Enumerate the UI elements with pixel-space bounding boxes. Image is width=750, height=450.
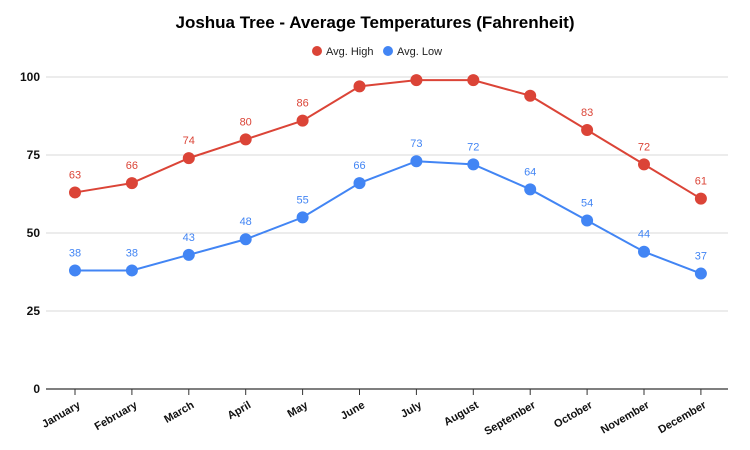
data-label-avg-low-july: 73 xyxy=(410,138,422,150)
data-label-avg-high-november: 72 xyxy=(638,141,650,153)
x-tick-label-november: November xyxy=(599,399,652,437)
data-point-avg-high-may xyxy=(296,114,309,127)
data-label-avg-high-february: 66 xyxy=(126,160,138,172)
data-point-avg-low-december xyxy=(694,267,707,280)
data-point-avg-low-september xyxy=(524,183,537,196)
x-tick-label-april: April xyxy=(225,399,253,422)
legend-marker-avg-low xyxy=(383,46,393,56)
x-tick-label-december: December xyxy=(656,399,709,436)
data-label-avg-high-october: 83 xyxy=(581,107,593,119)
legend-label-avg-low: Avg. Low xyxy=(397,46,442,58)
data-label-avg-high-march: 74 xyxy=(183,135,195,147)
series-line-avg-low xyxy=(75,160,702,275)
gridlines xyxy=(46,76,728,312)
data-label-avg-low-january: 38 xyxy=(69,247,81,259)
series-avg-low: 38 38 43 48 55 66 73 72 64 54 44 37 xyxy=(69,138,707,280)
data-point-avg-high-february xyxy=(125,177,138,190)
data-label-avg-low-november: 44 xyxy=(638,229,650,241)
data-point-avg-low-february xyxy=(125,264,138,277)
x-tick-label-june: June xyxy=(339,399,367,422)
data-point-avg-low-november xyxy=(638,245,650,258)
data-point-avg-low-june xyxy=(353,177,366,190)
data-point-avg-low-april xyxy=(239,233,252,246)
data-point-avg-high-august xyxy=(467,74,480,87)
data-label-avg-high-may: 86 xyxy=(296,98,308,110)
data-point-avg-low-january xyxy=(69,264,81,277)
x-tick-label-september: September xyxy=(482,399,538,438)
data-label-avg-low-march: 43 xyxy=(183,232,195,244)
data-point-avg-high-april xyxy=(239,133,252,146)
x-tick-label-may: May xyxy=(286,399,311,421)
data-point-avg-high-november xyxy=(638,158,650,171)
chart-title: Joshua Tree - Average Temperatures (Fahr… xyxy=(176,13,575,32)
data-label-avg-low-december: 37 xyxy=(695,251,707,263)
x-tick-label-march: March xyxy=(162,399,196,426)
data-label-avg-high-january: 63 xyxy=(69,169,81,181)
series-line-avg-high xyxy=(74,79,702,200)
y-tick-label-50: 50 xyxy=(27,226,41,240)
data-point-avg-low-july xyxy=(410,155,423,168)
data-point-avg-high-december xyxy=(694,192,707,205)
legend-label-avg-high: Avg. High xyxy=(326,46,374,58)
x-tick-label-july: July xyxy=(399,399,425,421)
y-tick-label-0: 0 xyxy=(33,382,40,396)
x-tick-label-october: October xyxy=(552,399,595,431)
data-point-avg-high-january xyxy=(69,186,81,199)
data-label-avg-low-may: 55 xyxy=(296,194,308,206)
series-group: 63 66 74 80 86 83 72 61 38 38 43 48 55 66 73 72 64 54 44 37 xyxy=(69,74,707,280)
y-axis: 0 25 50 75 100 xyxy=(20,70,40,396)
data-point-avg-low-may xyxy=(296,211,309,224)
data-label-avg-low-june: 66 xyxy=(353,160,365,172)
data-point-avg-high-june xyxy=(353,80,366,93)
y-tick-label-25: 25 xyxy=(27,304,41,318)
data-point-avg-high-july xyxy=(410,74,423,87)
data-point-avg-low-august xyxy=(467,158,480,171)
x-tick-label-january: January xyxy=(40,399,83,431)
data-label-avg-low-september: 64 xyxy=(524,166,536,178)
data-label-avg-low-february: 38 xyxy=(126,247,138,259)
data-label-avg-high-april: 80 xyxy=(240,116,252,128)
y-tick-label-75: 75 xyxy=(27,148,41,162)
y-tick-label-100: 100 xyxy=(20,70,40,84)
data-point-avg-high-march xyxy=(182,152,195,165)
data-point-avg-high-october xyxy=(581,124,594,137)
data-label-avg-low-april: 48 xyxy=(240,216,252,228)
x-tick-label-august: August xyxy=(442,399,481,429)
data-label-avg-high-december: 61 xyxy=(695,176,707,188)
legend: Avg. High Avg. Low xyxy=(312,46,442,58)
series-avg-high: 63 66 74 80 86 83 72 61 xyxy=(69,74,707,205)
data-label-avg-low-august: 72 xyxy=(467,141,479,153)
x-axis: January February March April May June July Augu… xyxy=(40,388,728,438)
data-point-avg-low-march xyxy=(182,248,195,261)
data-point-avg-high-september xyxy=(524,89,537,102)
data-point-avg-low-october xyxy=(581,214,594,227)
data-label-avg-low-october: 54 xyxy=(581,198,593,210)
legend-marker-avg-high xyxy=(312,46,322,56)
x-tick-label-february: February xyxy=(93,399,141,433)
